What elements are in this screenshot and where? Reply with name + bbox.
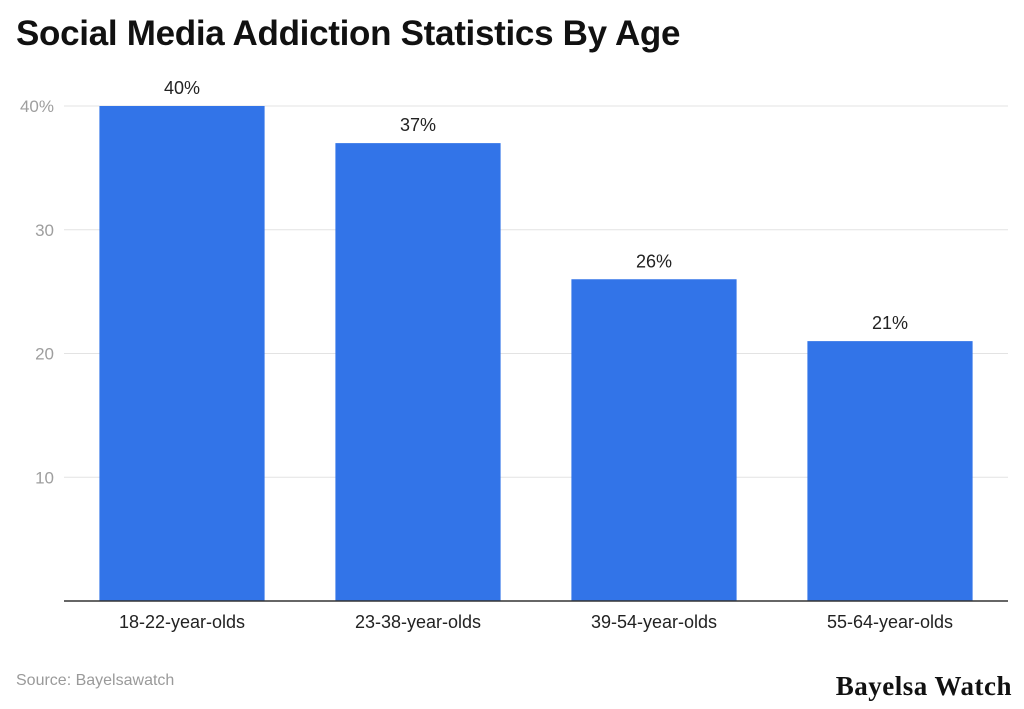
y-tick-label: 30 — [35, 221, 54, 240]
y-tick-label: 20 — [35, 345, 54, 364]
bar — [571, 279, 737, 601]
chart-title: Social Media Addiction Statistics By Age — [16, 14, 681, 53]
bars — [99, 106, 973, 601]
x-tick-label: 39-54-year-olds — [591, 612, 717, 632]
x-tick-label: 55-64-year-olds — [827, 612, 953, 632]
y-axis-tick-labels: 10 20 30 40% — [20, 97, 54, 487]
y-tick-label: 40% — [20, 97, 54, 116]
data-label: 37% — [400, 115, 436, 135]
x-axis-tick-labels: 18-22-year-olds 23-38-year-olds 39-54-year… — [119, 612, 953, 632]
source-note: Source: Bayelsawatch — [16, 672, 175, 689]
x-tick-label: 18-22-year-olds — [119, 612, 245, 632]
bar — [99, 106, 265, 601]
data-label: 26% — [636, 251, 672, 271]
x-tick-label: 23-38-year-olds — [355, 612, 481, 632]
bar — [335, 143, 501, 601]
bar — [807, 341, 973, 601]
brand-logo-text: Bayelsa Watch — [835, 671, 1012, 701]
y-tick-label: 10 — [35, 468, 54, 487]
data-label: 21% — [872, 313, 908, 333]
data-label: 40% — [164, 78, 200, 98]
data-labels: 40% 37% 26% 21% — [164, 78, 908, 333]
